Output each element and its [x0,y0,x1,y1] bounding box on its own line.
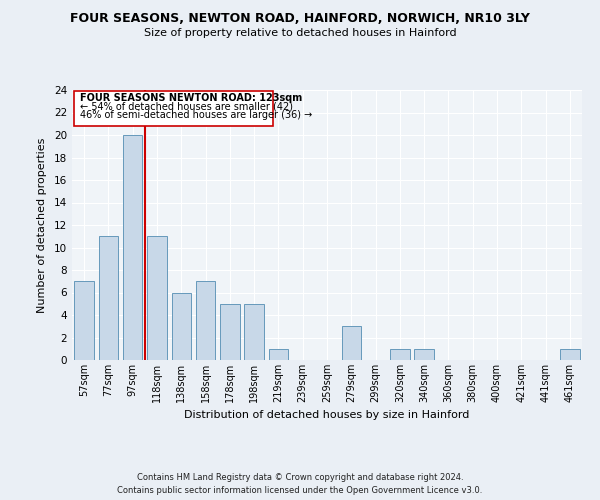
Bar [196,281,215,360]
Bar [269,349,288,360]
Text: FOUR SEASONS NEWTON ROAD: 123sqm: FOUR SEASONS NEWTON ROAD: 123sqm [80,93,303,103]
Bar [74,281,94,360]
Y-axis label: Number of detached properties: Number of detached properties [37,138,47,312]
Bar [415,349,434,360]
Bar [220,304,239,360]
Bar [147,236,167,360]
Text: ← 54% of detached houses are smaller (42): ← 54% of detached houses are smaller (42… [80,101,293,112]
X-axis label: Distribution of detached houses by size in Hainford: Distribution of detached houses by size … [184,410,470,420]
Text: Contains HM Land Registry data © Crown copyright and database right 2024.
Contai: Contains HM Land Registry data © Crown c… [118,474,482,495]
Text: 46% of semi-detached houses are larger (36) →: 46% of semi-detached houses are larger (… [80,110,313,120]
Bar [99,236,118,360]
Bar [560,349,580,360]
Text: Size of property relative to detached houses in Hainford: Size of property relative to detached ho… [143,28,457,38]
Bar [341,326,361,360]
Bar [390,349,410,360]
Bar [244,304,264,360]
Text: FOUR SEASONS, NEWTON ROAD, HAINFORD, NORWICH, NR10 3LY: FOUR SEASONS, NEWTON ROAD, HAINFORD, NOR… [70,12,530,26]
Bar [123,135,142,360]
Bar [172,292,191,360]
FancyBboxPatch shape [74,91,273,126]
